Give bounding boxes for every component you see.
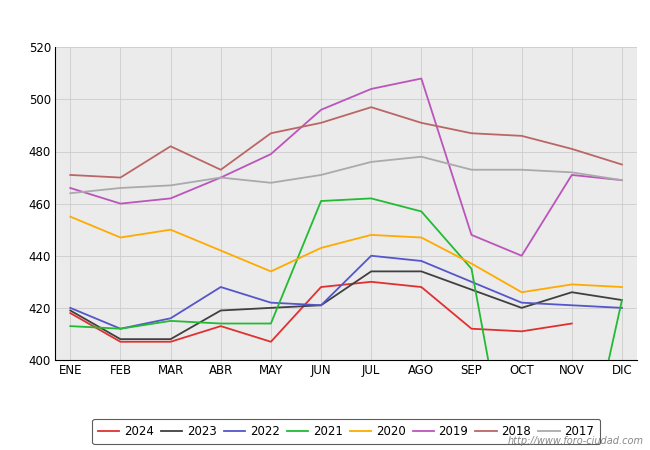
Text: http://www.foro-ciudad.com: http://www.foro-ciudad.com xyxy=(508,436,644,446)
Text: Afiliados en Villalpando a 30/11/2024: Afiliados en Villalpando a 30/11/2024 xyxy=(170,10,480,28)
Legend: 2024, 2023, 2022, 2021, 2020, 2019, 2018, 2017: 2024, 2023, 2022, 2021, 2020, 2019, 2018… xyxy=(92,419,600,444)
